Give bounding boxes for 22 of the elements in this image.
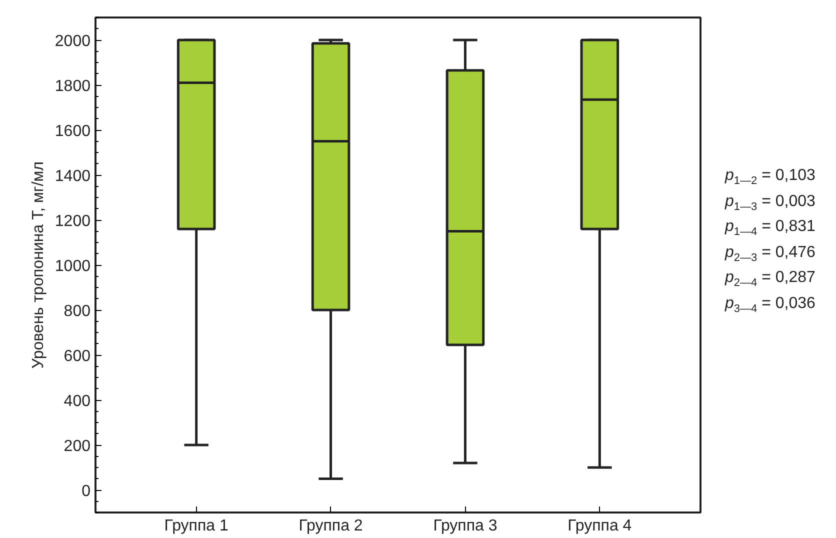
y-tick-label: 200 bbox=[64, 438, 91, 455]
text: p$_{1—2}$ = 0,103 bbox=[725, 166, 816, 190]
text: p$_{1—3}$ = 0,003 bbox=[725, 192, 816, 215]
x-tick-label: Группа 3 bbox=[433, 518, 498, 534]
y-tick-label: 1400 bbox=[54, 168, 91, 185]
x-tick-label: Группа 1 bbox=[164, 518, 228, 534]
y-tick-label: 2000 bbox=[54, 33, 91, 50]
y-tick-label: 800 bbox=[64, 303, 91, 320]
text: p$_{2—4}$ = 0,287 bbox=[725, 268, 816, 292]
text: p$_{3—4}$ = 0,036 bbox=[725, 294, 816, 317]
text: p$_{1—4}$ = 0,831 bbox=[725, 217, 816, 240]
y-tick-label: 1600 bbox=[54, 123, 91, 140]
y-tick-label: 1200 bbox=[54, 213, 91, 230]
y-tick-label: 0 bbox=[82, 483, 91, 500]
x-tick-label: Группа 2 bbox=[298, 518, 363, 534]
y-tick-label: 1000 bbox=[54, 258, 91, 275]
text: p$_{2—3}$ = 0,476 bbox=[725, 242, 816, 266]
y-tick-label: 400 bbox=[64, 393, 91, 410]
y-tick-label: 600 bbox=[64, 348, 91, 365]
x-tick-label: Группа 4 bbox=[568, 518, 632, 534]
y-tick-label: 1800 bbox=[54, 78, 91, 95]
y-axis-title: Уровень тропонина Т, мг/мл bbox=[30, 161, 47, 369]
